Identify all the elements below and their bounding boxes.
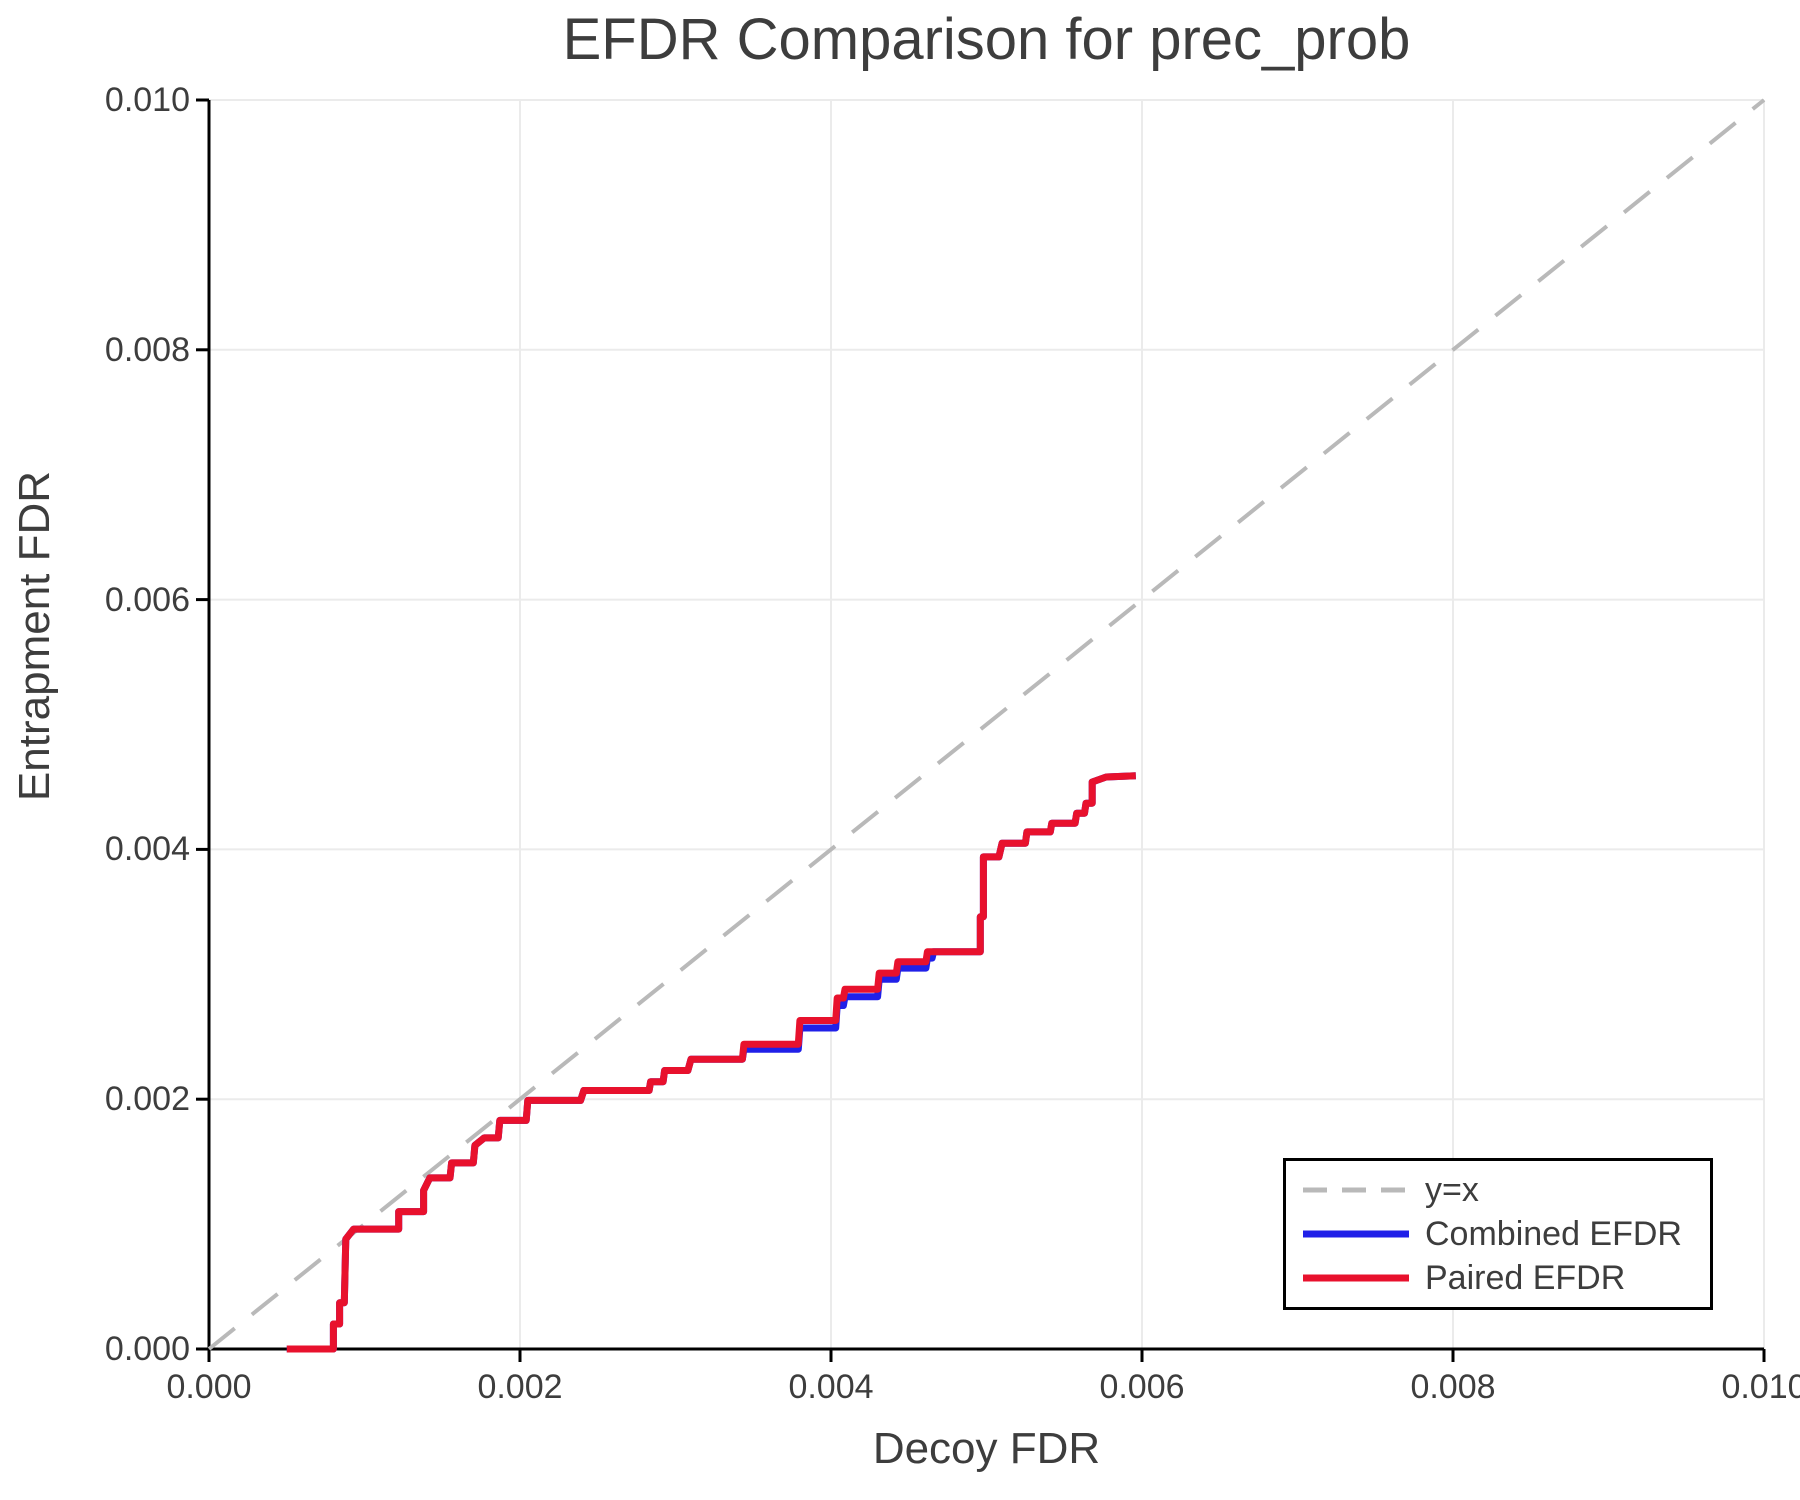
series-y-x: [207, 98, 1766, 1351]
legend-item-combined: Combined EFDR: [1303, 1214, 1710, 1254]
x-tick-label: 0.002: [477, 1368, 563, 1406]
x-tick-label: 0.006: [1099, 1368, 1185, 1406]
dashed-line-swatch-icon: [1303, 1187, 1409, 1193]
legend: y=x Combined EFDR Paired EFDR: [1283, 1158, 1713, 1310]
red-line-swatch-icon: [1303, 1274, 1409, 1282]
series-paired-efdr: [286, 772, 1136, 1353]
legend-item-paired: Paired EFDR: [1303, 1258, 1710, 1298]
y-tick-label: 0.002: [104, 1080, 190, 1119]
legend-label-combined: Combined EFDR: [1425, 1215, 1682, 1253]
y-tick-label: 0.008: [104, 330, 190, 369]
chart-title: EFDR Comparison for prec_prob: [562, 7, 1411, 72]
x-tick-label: 0.008: [1410, 1368, 1496, 1406]
y-tick-label: 0.010: [104, 81, 190, 119]
legend-label-paired: Paired EFDR: [1425, 1259, 1626, 1297]
legend-item-identity: y=x: [1303, 1170, 1710, 1210]
legend-label-identity: y=x: [1425, 1171, 1479, 1209]
x-tick-label: 0.004: [788, 1368, 874, 1406]
y-tick-label: 0.000: [104, 1330, 190, 1368]
y-tick-label: 0.004: [104, 830, 190, 869]
x-axis-label: Decoy FDR: [872, 1424, 1101, 1473]
x-tick-label: 0.010: [1721, 1368, 1800, 1406]
blue-line-swatch-icon: [1303, 1230, 1409, 1238]
x-tick-label: 0.000: [166, 1368, 252, 1406]
y-tick-label: 0.006: [104, 580, 190, 619]
